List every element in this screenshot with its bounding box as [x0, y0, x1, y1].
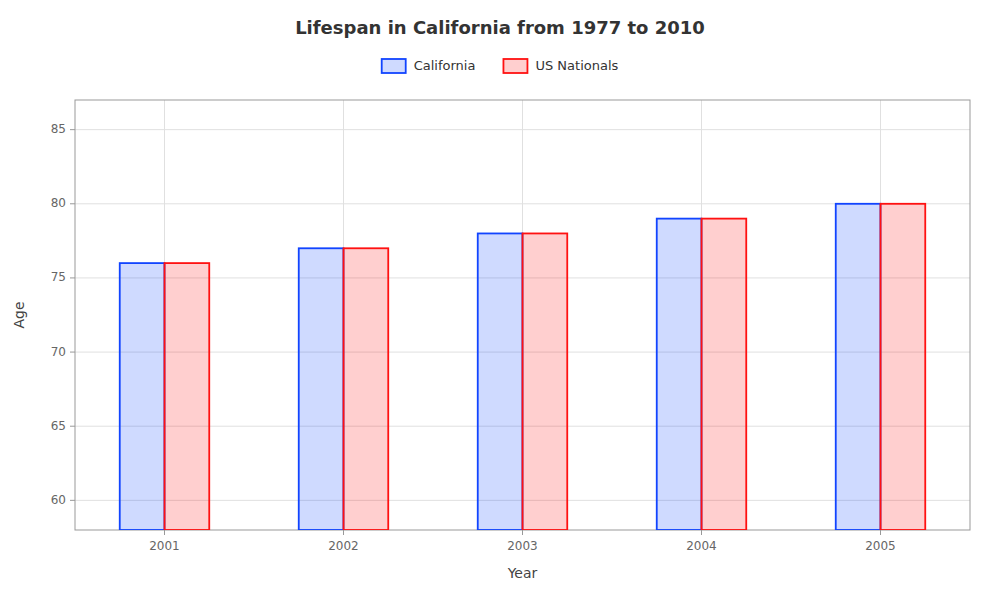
- y-tick: [70, 500, 75, 501]
- bar: [657, 219, 702, 530]
- x-tick: [701, 530, 702, 535]
- bar: [344, 248, 389, 530]
- title: Lifespan in California from 1977 to 2010: [295, 17, 705, 38]
- x-tick-label: 2002: [328, 539, 359, 553]
- y-tick-label: 75: [51, 270, 66, 284]
- y-tick-label: 80: [51, 196, 66, 210]
- x-tick-label: 2004: [686, 539, 717, 553]
- grid: [75, 100, 970, 530]
- chart: 60 65 70 75 80 85 2001 2002 2003 2004 2005 Year Age L…: [0, 0, 1000, 600]
- x-tick-label: 2001: [149, 539, 180, 553]
- x-tick-label: 2003: [507, 539, 538, 553]
- legend: California US Nationals: [382, 58, 619, 74]
- y-tick: [70, 129, 75, 130]
- y-tick: [70, 277, 75, 278]
- y-tick-label: 85: [51, 122, 66, 136]
- y-tick: [70, 203, 75, 204]
- plot-frame: [75, 100, 970, 530]
- y-tick: [70, 426, 75, 427]
- legend-label: US Nationals: [535, 58, 618, 73]
- legend-swatch: [382, 59, 406, 73]
- bar: [478, 233, 523, 530]
- bar: [702, 219, 747, 530]
- y-tick-label: 60: [51, 493, 66, 507]
- bar: [165, 263, 210, 530]
- y-tick-label: 70: [51, 345, 66, 359]
- x-axis-label: Year: [507, 565, 538, 581]
- bars: [120, 204, 926, 530]
- legend-label: California: [414, 58, 476, 73]
- bar: [120, 263, 165, 530]
- y-tick: [70, 352, 75, 353]
- x-tick-label: 2005: [865, 539, 896, 553]
- x-tick: [522, 530, 523, 535]
- y-tick-label: 65: [51, 419, 66, 433]
- bar: [299, 248, 344, 530]
- y-axis: 60 65 70 75 80 85: [51, 122, 75, 507]
- bar: [523, 233, 568, 530]
- x-axis: 2001 2002 2003 2004 2005: [149, 530, 896, 553]
- bar: [881, 204, 926, 530]
- legend-swatch: [503, 59, 527, 73]
- bar: [836, 204, 881, 530]
- x-tick: [164, 530, 165, 535]
- y-axis-label: Age: [11, 301, 27, 328]
- x-tick: [880, 530, 881, 535]
- chart-container: 60 65 70 75 80 85 2001 2002 2003 2004 2005 Year Age L…: [0, 0, 1000, 600]
- x-tick: [343, 530, 344, 535]
